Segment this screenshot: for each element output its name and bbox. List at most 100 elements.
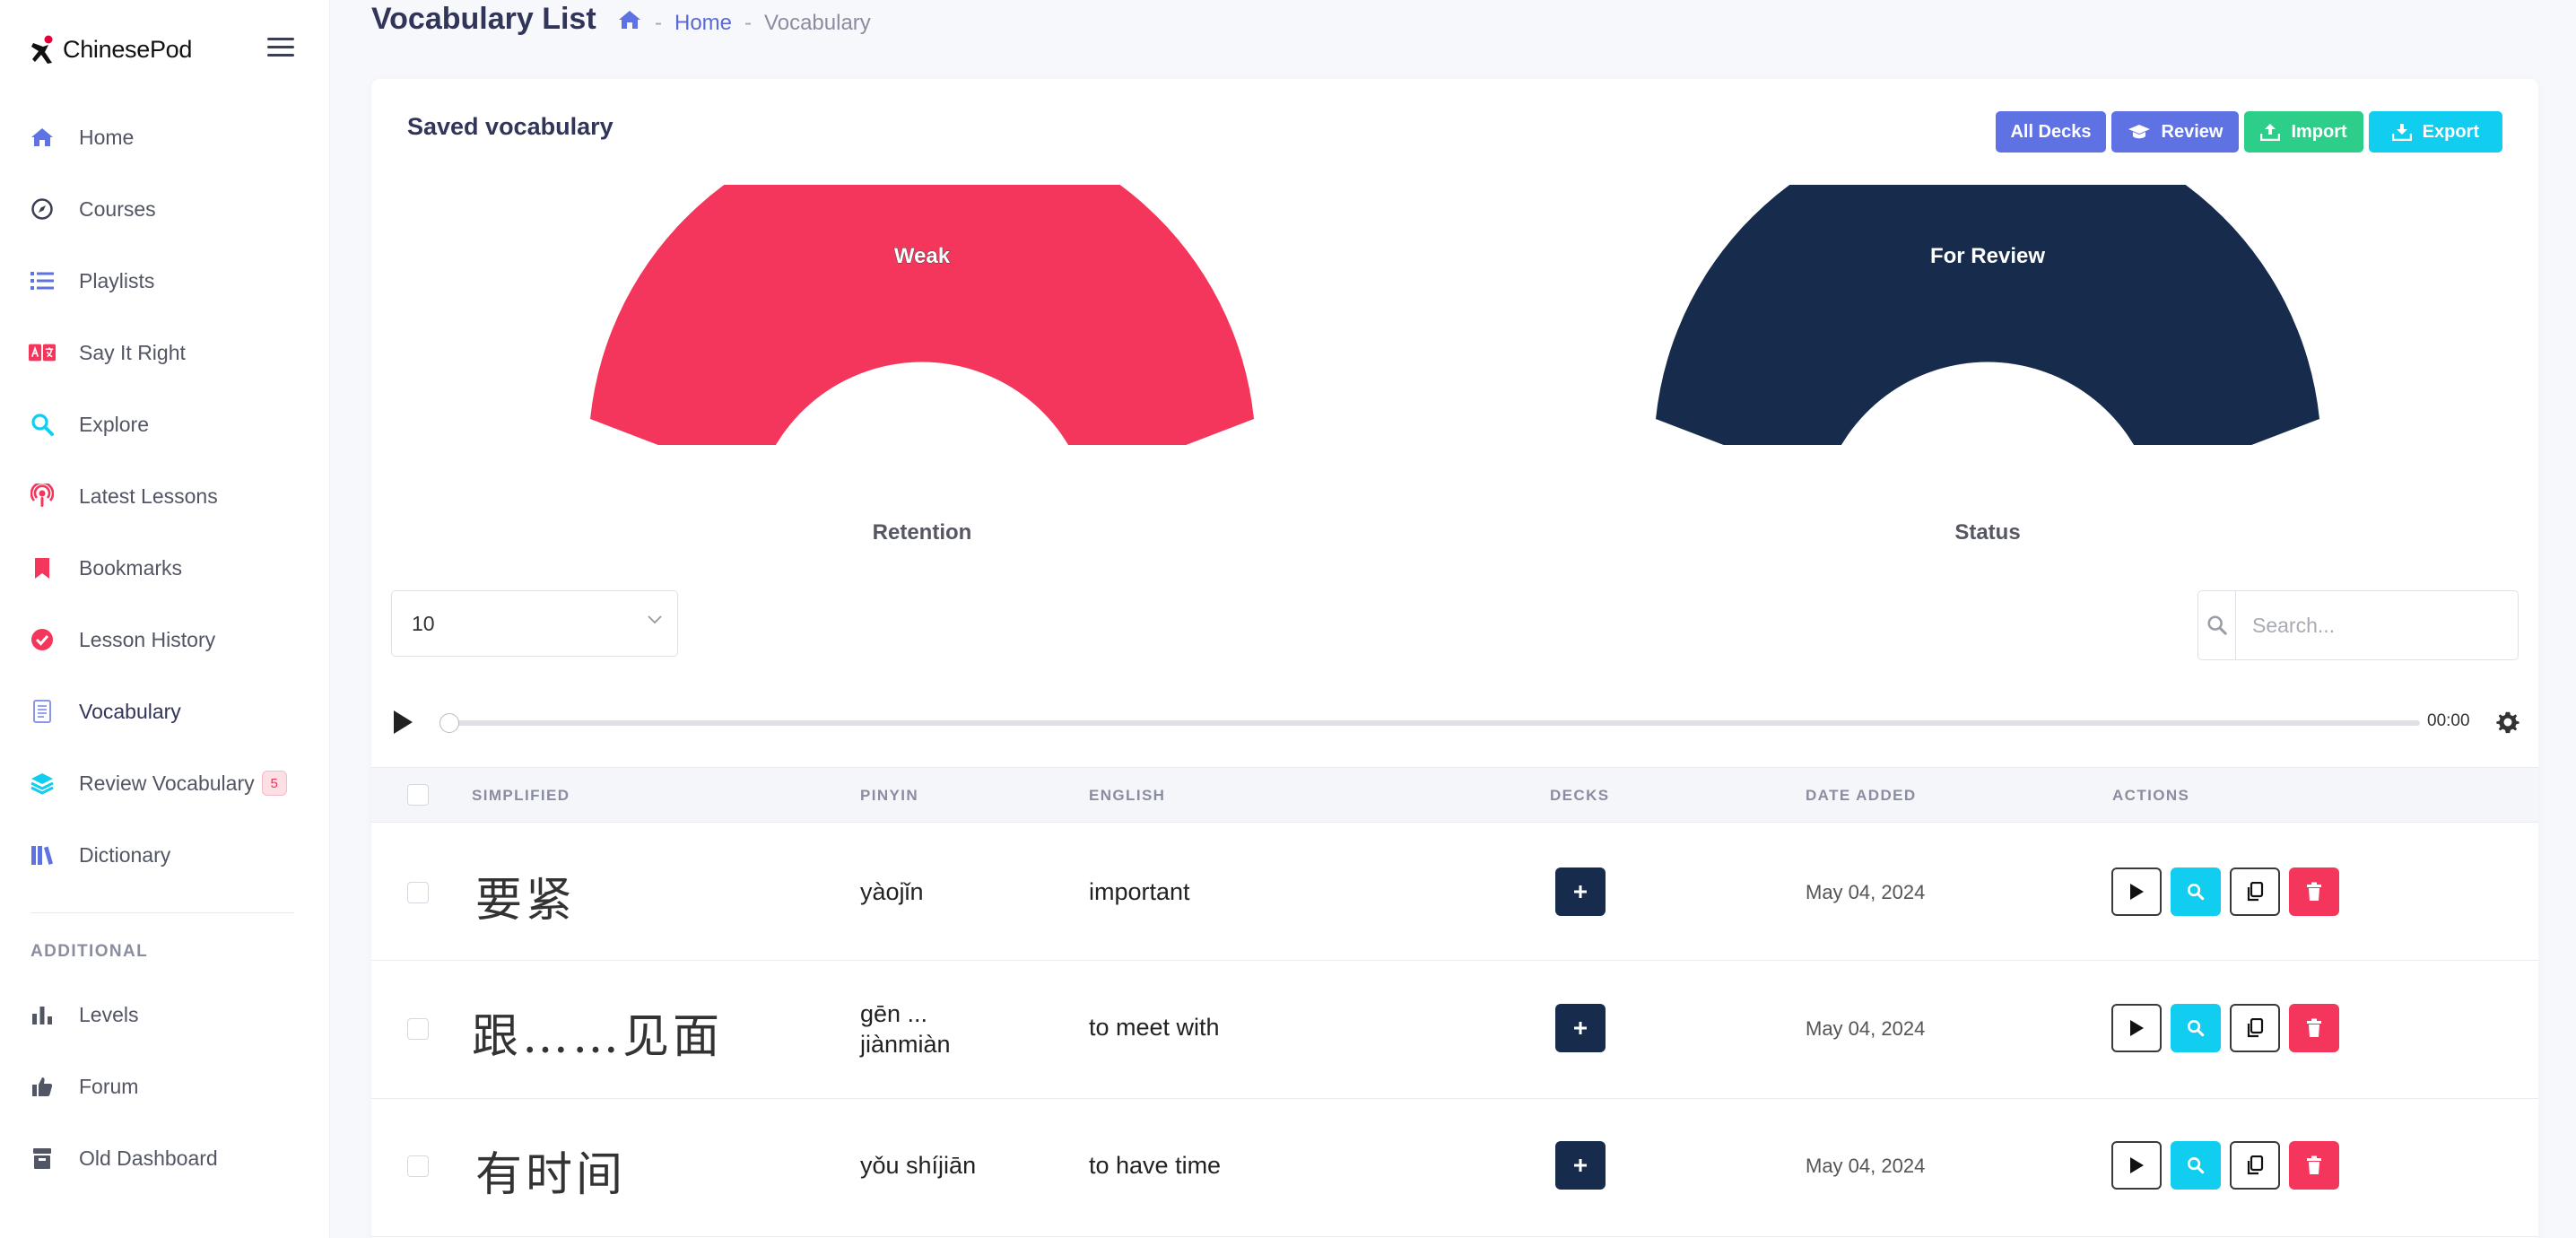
sidebar-item-explore[interactable]: Explore [0,388,329,460]
retention-gauge-label: Weak [894,244,951,268]
table-row: 跟……见面 gēn ... jiànmiàn to meet with May … [371,961,2538,1099]
sidebar-item-home[interactable]: Home [0,101,329,173]
date-cell: May 04, 2024 [1806,1017,1926,1040]
play-icon [2130,884,2144,900]
add-to-deck-button[interactable] [1555,1004,1606,1052]
sidebar-item-vocabulary[interactable]: Vocabulary [0,676,329,747]
lookup-button[interactable] [2171,1004,2221,1052]
thumbs-up-icon [29,1073,56,1100]
breadcrumb: - Home - Vocabulary [617,9,871,37]
search-group [2197,590,2519,660]
select-all-checkbox[interactable] [407,784,429,806]
sidebar-item-label: Levels [79,1002,139,1026]
audio-progress-handle[interactable] [439,713,459,733]
sidebar-item-playlists[interactable]: Playlists [0,245,329,317]
gear-icon[interactable] [2495,710,2520,735]
simplified-cell: 跟……见面 [472,1010,724,1064]
sidebar-item-say-it-right[interactable]: Say It Right [0,317,329,388]
retention-gauge-chart: Weak [590,119,1254,484]
sidebar-item-latest-lessons[interactable]: Latest Lessons [0,460,329,532]
retention-caption: Retention [872,520,972,545]
sidebar-item-review-vocabulary[interactable]: Review Vocabulary 5 [0,747,329,819]
breadcrumb-home-icon[interactable] [617,9,642,37]
column-header-date-added[interactable]: DATE ADDED [1806,787,1917,804]
column-header-english[interactable]: ENGLISH [1089,787,1166,804]
breadcrumb-separator: - [655,10,662,35]
row-checkbox[interactable] [407,1018,429,1040]
sidebar-item-old-dashboard[interactable]: Old Dashboard [0,1122,329,1194]
status-gauge: For Review [1647,119,2328,484]
review-button[interactable]: Review [2110,111,2240,153]
audio-player: 00:00 [391,707,2519,737]
list-icon [29,267,56,294]
upload-icon [2260,124,2281,141]
search-input[interactable] [2236,591,2518,659]
trash-icon [2307,1018,2321,1037]
sidebar-item-label: Bookmarks [79,555,183,580]
chinesepod-logo-icon [31,35,53,64]
copy-icon [2247,1018,2264,1038]
brand-name: ChinesePod [63,35,193,63]
review-count-badge: 5 [261,771,287,796]
column-header-pinyin[interactable]: PINYIN [860,787,919,804]
search-icon [29,411,56,438]
delete-button[interactable] [2289,1004,2339,1052]
play-audio-button[interactable] [2111,867,2162,916]
table-row: 有时间 yǒu shíjiān to have time May 04, 202… [371,1099,2538,1237]
sidebar-item-label: Forum [79,1074,139,1098]
sidebar-item-label: Explore [79,412,149,436]
export-button[interactable]: Export [2368,111,2502,153]
add-to-deck-button[interactable] [1555,1141,1606,1190]
sidebar-item-label: Say It Right [79,340,186,364]
all-decks-button[interactable]: All Decks [1996,111,2106,153]
notebook-icon [29,698,56,725]
home-icon [29,124,56,151]
check-circle-icon [29,626,56,653]
search-button[interactable] [2198,591,2236,659]
row-checkbox[interactable] [407,1155,429,1177]
sidebar-item-forum[interactable]: Forum [0,1051,329,1122]
sidebar-item-courses[interactable]: Courses [0,173,329,245]
sidebar-item-levels[interactable]: Levels [0,979,329,1051]
search-icon [2188,884,2205,901]
status-gauge-label: For Review [1930,244,2045,268]
delete-button[interactable] [2289,1141,2339,1190]
sidebar-item-bookmarks[interactable]: Bookmarks [0,532,329,604]
sidebar-item-lesson-history[interactable]: Lesson History [0,604,329,676]
audio-progress-track[interactable] [448,720,2420,726]
lookup-button[interactable] [2171,1141,2221,1190]
retention-gauge: Weak [581,119,1263,484]
import-button[interactable]: Import [2244,111,2363,153]
audio-time: 00:00 [2427,711,2470,730]
delete-button[interactable] [2289,867,2339,916]
play-audio-button[interactable] [2111,1004,2162,1052]
import-label: Import [2291,121,2347,142]
play-icon[interactable] [391,710,414,735]
column-header-simplified[interactable]: SIMPLIFIED [472,787,570,804]
lookup-button[interactable] [2171,867,2221,916]
play-icon [2130,1157,2144,1173]
column-header-decks[interactable]: DECKS [1550,787,1610,804]
menu-toggle-button[interactable] [267,38,294,59]
play-audio-button[interactable] [2111,1141,2162,1190]
add-to-deck-button[interactable] [1555,867,1606,916]
status-gauge-chart: For Review [1656,119,2319,484]
breadcrumb-home-link[interactable]: Home [674,10,733,35]
sidebar-item-dictionary[interactable]: Dictionary [0,819,329,891]
table-header: SIMPLIFIED PINYIN ENGLISH DECKS DATE ADD… [371,767,2538,823]
copy-button[interactable] [2230,1141,2280,1190]
pinyin-cell: yǒu shíjiān [860,1152,977,1179]
sidebar-item-label: Vocabulary [79,699,181,723]
page-size-select[interactable]: 10 [391,590,678,657]
table-row: 要紧 yàojǐn important May 04, 2024 [371,823,2538,961]
column-header-actions: ACTIONS [2112,787,2190,804]
brand-logo[interactable]: ChinesePod [30,34,192,65]
copy-button[interactable] [2230,867,2280,916]
chevron-down-icon [648,615,662,624]
copy-button[interactable] [2230,1004,2280,1052]
play-icon [2130,1020,2144,1036]
podcast-icon [29,483,56,510]
row-checkbox[interactable] [407,882,429,903]
page-title: Vocabulary List [371,2,596,36]
breadcrumb-current: Vocabulary [764,10,871,35]
